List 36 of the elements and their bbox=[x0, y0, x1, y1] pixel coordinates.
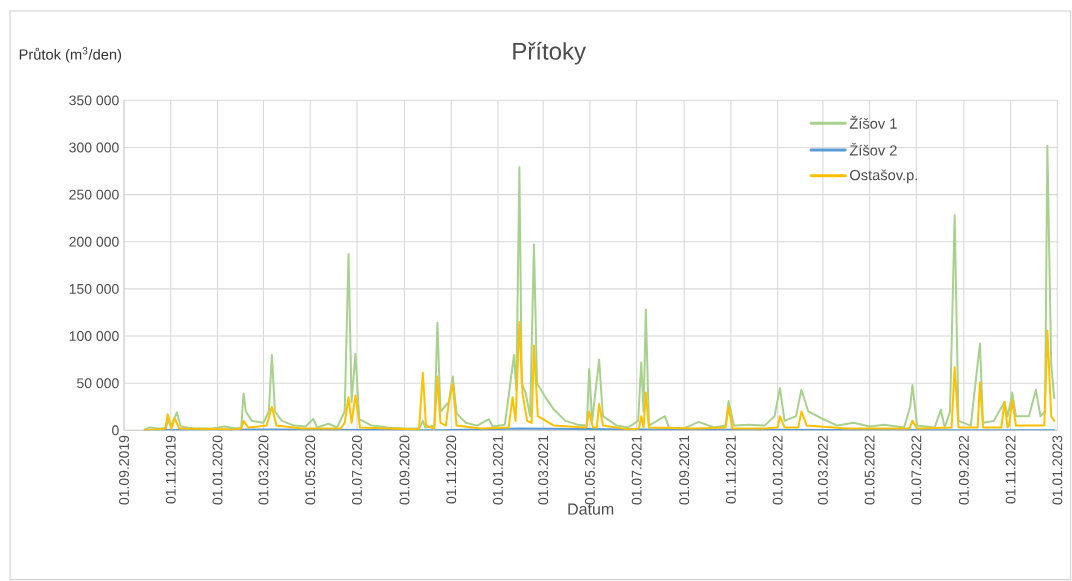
y-tick-label: 300 000 bbox=[69, 142, 119, 153]
x-tick-label: 01.03.2021 bbox=[538, 435, 549, 505]
x-tick-label: 01.03.2020 bbox=[258, 435, 269, 505]
x-tick-label: 01.01.2020 bbox=[212, 435, 223, 505]
x-tick-label: 01.09.2021 bbox=[679, 435, 690, 505]
x-tick-label: 01.01.2023 bbox=[1052, 435, 1063, 505]
y-tick-label: 0 bbox=[112, 425, 119, 436]
line-series bbox=[143, 144, 1056, 431]
y-axis-title: Průtok (m$^{3}$/den) bbox=[19, 47, 122, 63]
y-tick-label: 50 000 bbox=[77, 378, 119, 389]
x-tick-label: 01.07.2022 bbox=[911, 435, 922, 505]
x-tick-label: 01.09.2020 bbox=[399, 435, 410, 505]
x-tick-label: 01.05.2022 bbox=[864, 435, 875, 505]
x-tick-label: 01.11.2019 bbox=[165, 435, 176, 504]
y-tick-label: 350 000 bbox=[69, 95, 119, 106]
x-tick-label: 01.05.2020 bbox=[305, 435, 316, 505]
x-tick-label: 01.05.2021 bbox=[584, 435, 595, 505]
x-tick-label: 01.01.2021 bbox=[493, 435, 503, 505]
x-axis-title: Datum bbox=[568, 503, 614, 515]
legend-label: Ostašov.p. bbox=[850, 169, 918, 184]
legend-label: Žíšov 2 bbox=[849, 142, 897, 156]
x-tick-label: 01.11.2020 bbox=[446, 435, 457, 504]
x-tick-label: 01.11.2022 bbox=[1005, 435, 1016, 504]
x-tick-label: 01.09.2022 bbox=[958, 435, 969, 505]
y-tick-label: 200 000 bbox=[69, 236, 119, 247]
x-tick-label: 01.11.2021 bbox=[725, 435, 736, 504]
y-tick-label: 100 000 bbox=[69, 331, 119, 341]
x-tick-label: 01.07.2021 bbox=[631, 435, 642, 505]
x-tick-label: 01.09.2019 bbox=[119, 435, 129, 505]
y-tick-label: 150 000 bbox=[69, 283, 119, 294]
y-tick-label: 250 000 bbox=[69, 189, 119, 200]
x-tick-label: 01.03.2022 bbox=[817, 435, 828, 505]
x-tick-label: 01.07.2020 bbox=[352, 435, 362, 505]
chart-title: Přítoky bbox=[513, 41, 586, 65]
legend-label: Žíšov 1 bbox=[849, 115, 897, 129]
x-tick-label: 01.01.2022 bbox=[772, 435, 783, 505]
